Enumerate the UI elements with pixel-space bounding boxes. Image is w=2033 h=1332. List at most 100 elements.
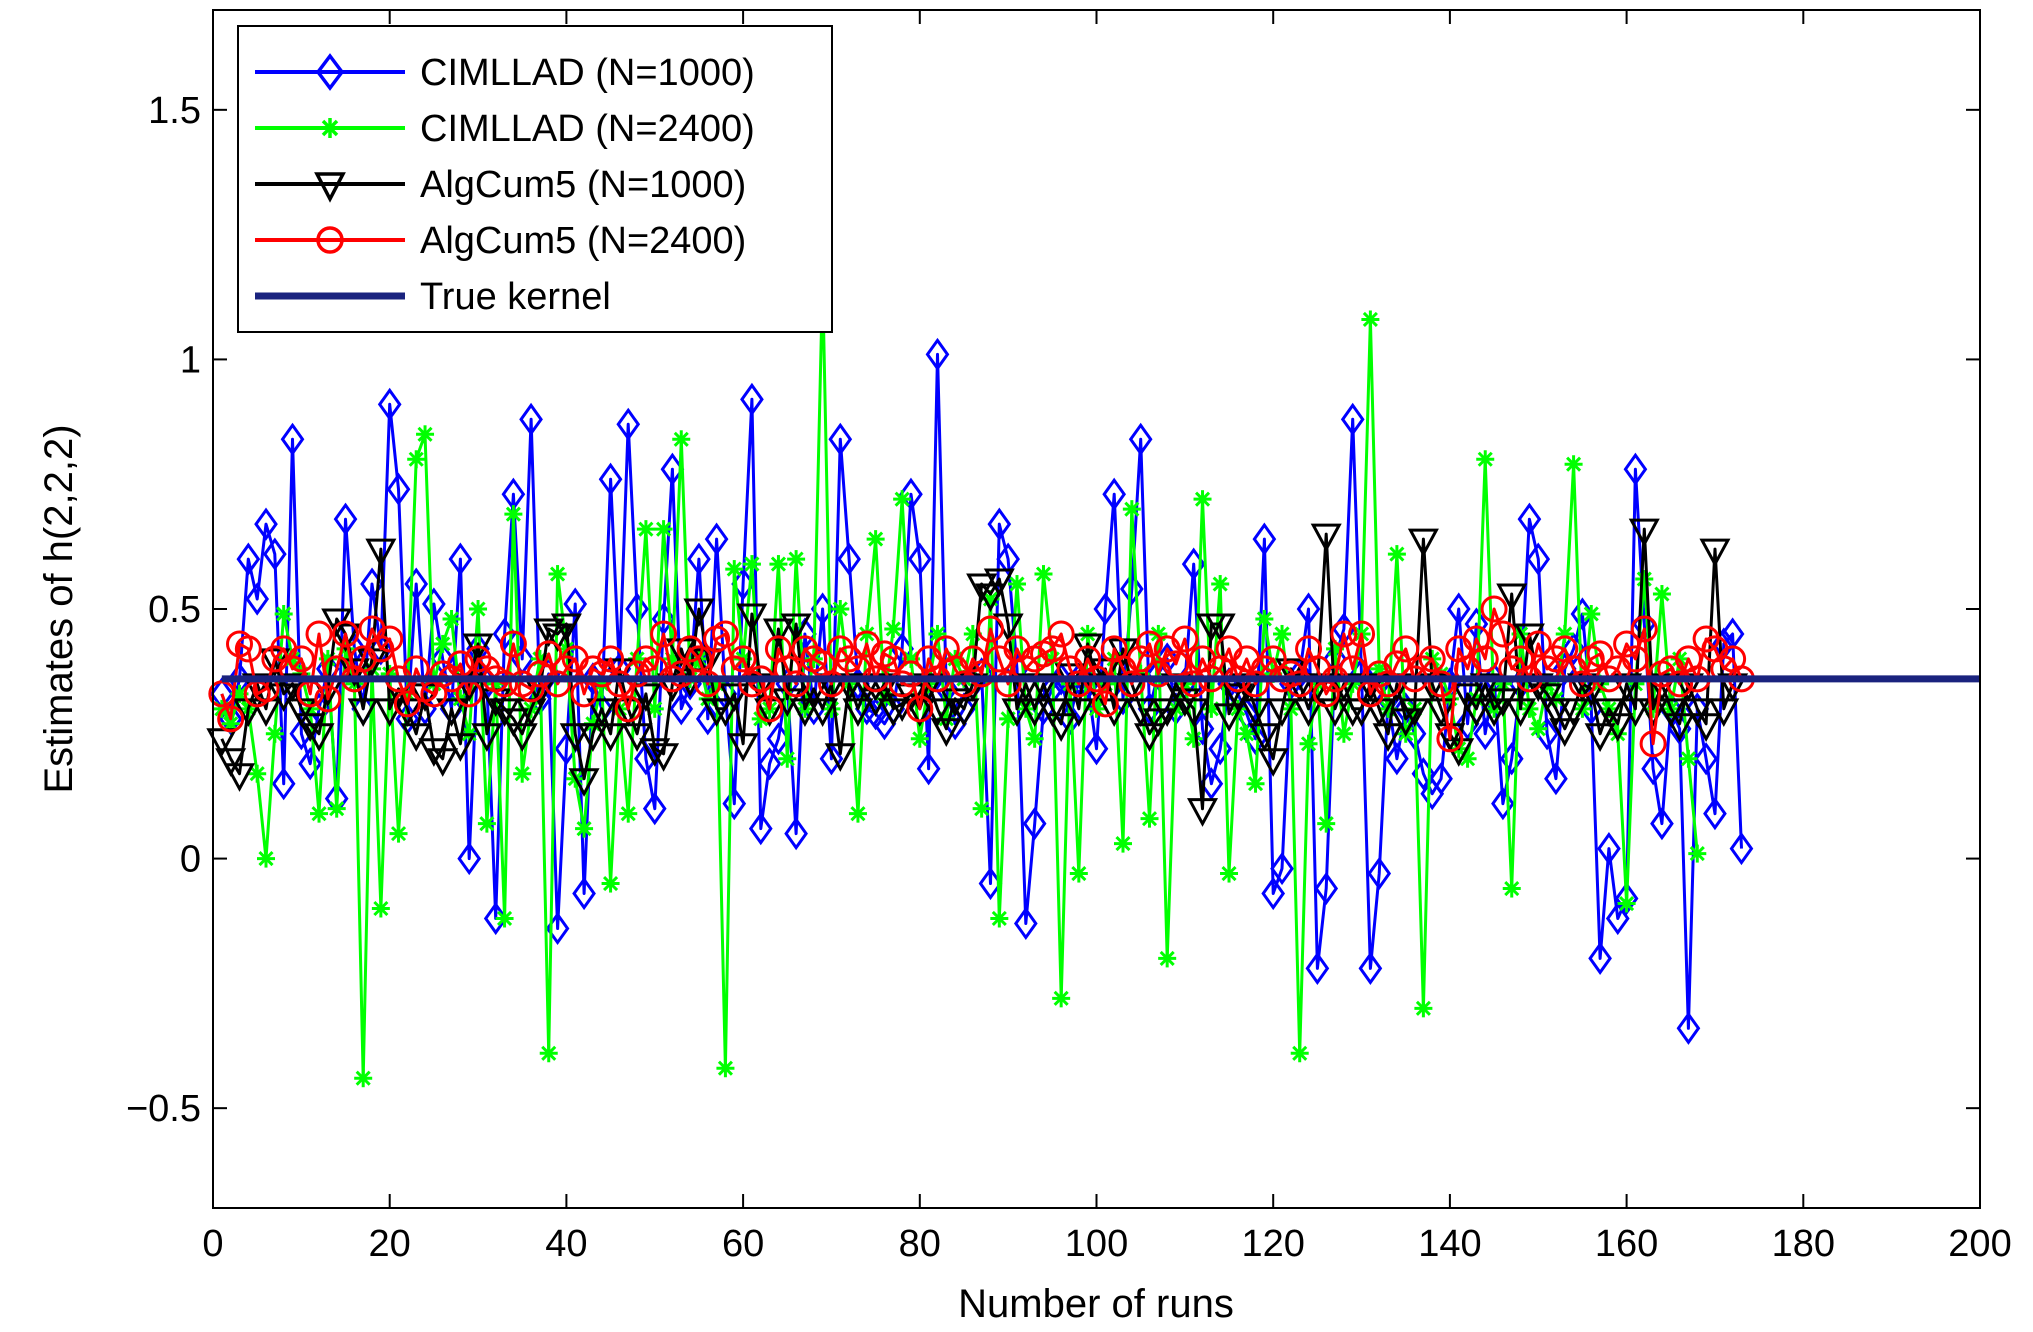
asterisk-stroke	[479, 816, 495, 832]
diamond-marker	[1358, 951, 1383, 985]
triangle-marker	[736, 603, 768, 633]
triangle-marker	[1213, 703, 1245, 732]
diamond-marker	[1694, 742, 1718, 776]
triangle-marker	[436, 698, 468, 727]
legend-triangle-marker	[314, 172, 346, 203]
circle-marker	[1330, 620, 1358, 648]
diamond-marker	[1128, 422, 1153, 456]
legend-diamond-marker	[315, 53, 345, 91]
asterisk-stroke	[258, 851, 274, 867]
diamond-marker	[1597, 832, 1621, 866]
asterisk-marker	[469, 600, 488, 618]
asterisk-stroke	[1362, 311, 1378, 328]
asterisk-marker	[1290, 1044, 1309, 1063]
asterisk-stroke	[505, 506, 521, 522]
triangle-marker	[418, 738, 450, 767]
diamond-marker	[1570, 597, 1595, 631]
triangle-marker	[983, 568, 1015, 598]
diamond-marker	[1022, 807, 1047, 841]
x-tick-label: 100	[1065, 1223, 1128, 1265]
asterisk-marker	[1299, 734, 1318, 753]
triangle-marker	[1460, 698, 1492, 727]
triangle-marker	[1178, 698, 1210, 727]
circle-marker	[667, 660, 695, 688]
diamond-marker	[1270, 851, 1294, 886]
circle-marker	[367, 635, 395, 663]
asterisk-marker	[1114, 834, 1133, 853]
diamond-marker	[1385, 742, 1409, 776]
x-tick-label: 40	[545, 1223, 587, 1265]
circle-marker	[217, 705, 245, 733]
asterisk-marker	[1582, 604, 1601, 623]
asterisk-marker	[725, 560, 744, 579]
triangle-marker	[1540, 698, 1572, 727]
asterisk-stroke	[249, 766, 265, 782]
diamond-marker	[263, 537, 287, 571]
asterisk-marker	[778, 749, 797, 768]
circle-marker	[976, 615, 1004, 643]
diamond-marker	[1102, 477, 1127, 511]
asterisk-marker	[1193, 490, 1212, 509]
diamond-marker	[448, 542, 473, 576]
diamond-marker	[669, 692, 694, 726]
asterisk-stroke	[1689, 846, 1705, 862]
asterisk-marker	[1361, 310, 1380, 329]
asterisk-marker	[1317, 814, 1336, 833]
triangle-marker	[1204, 613, 1236, 643]
y-tick-label: −0.5	[126, 1088, 201, 1130]
triangle-marker	[303, 723, 335, 752]
asterisk-stroke	[1654, 586, 1670, 602]
asterisk-stroke	[514, 766, 530, 782]
asterisk-stroke	[470, 601, 486, 617]
diamond-marker	[236, 542, 261, 576]
triangle-marker	[1584, 723, 1616, 752]
legend-entry-algcum5-1000: AlgCum5 (N=1000)	[255, 164, 746, 206]
asterisk-marker	[1158, 949, 1177, 968]
circle-marker	[879, 645, 907, 673]
asterisk-stroke	[991, 910, 1007, 927]
triangle-marker	[595, 723, 627, 752]
x-tick-label: 60	[722, 1223, 764, 1265]
triangle-marker	[559, 723, 591, 752]
triangle-marker	[1505, 698, 1537, 727]
triangle-marker	[930, 718, 962, 747]
y-tick-label: 1	[180, 339, 201, 381]
triangle-marker	[762, 618, 794, 648]
diamond-marker	[1614, 881, 1639, 916]
diamond-marker	[899, 477, 923, 511]
asterisk-stroke	[1186, 731, 1202, 747]
triangle-marker	[1628, 518, 1660, 548]
asterisk-stroke	[788, 551, 804, 567]
asterisk-stroke	[1009, 576, 1025, 592]
asterisk-stroke	[1477, 451, 1493, 467]
asterisk-stroke	[1530, 721, 1546, 737]
asterisk-stroke	[541, 1045, 557, 1061]
asterisk-stroke	[1124, 501, 1140, 517]
asterisk-stroke	[1300, 736, 1317, 752]
triangle-marker	[974, 583, 1006, 613]
asterisk-marker	[389, 824, 408, 843]
circle-marker	[835, 645, 863, 673]
triangle-marker	[639, 738, 671, 767]
asterisk-marker	[831, 600, 850, 618]
diamond-marker	[1473, 717, 1498, 751]
legend-label-algcum5-2400: AlgCum5 (N=2400)	[420, 220, 746, 262]
circle-marker	[1136, 630, 1164, 658]
y-tick-label: 0.5	[148, 589, 201, 631]
circle-marker	[676, 635, 704, 663]
asterisk-stroke	[656, 521, 672, 537]
diamond-marker	[563, 587, 588, 621]
asterisk-marker	[1025, 729, 1044, 748]
triangle-marker	[347, 698, 379, 727]
diamond-marker	[519, 402, 543, 436]
diamond-marker	[245, 582, 270, 616]
diamond-marker	[1605, 901, 1630, 936]
circle-marker	[1418, 645, 1446, 673]
x-tick-label: 20	[369, 1223, 411, 1265]
legend-label-algcum5-1000: AlgCum5 (N=1000)	[420, 164, 746, 206]
triangle-marker	[489, 698, 521, 727]
circle-marker	[685, 645, 713, 673]
diamond-marker	[642, 792, 667, 826]
circle-marker	[1091, 690, 1119, 718]
